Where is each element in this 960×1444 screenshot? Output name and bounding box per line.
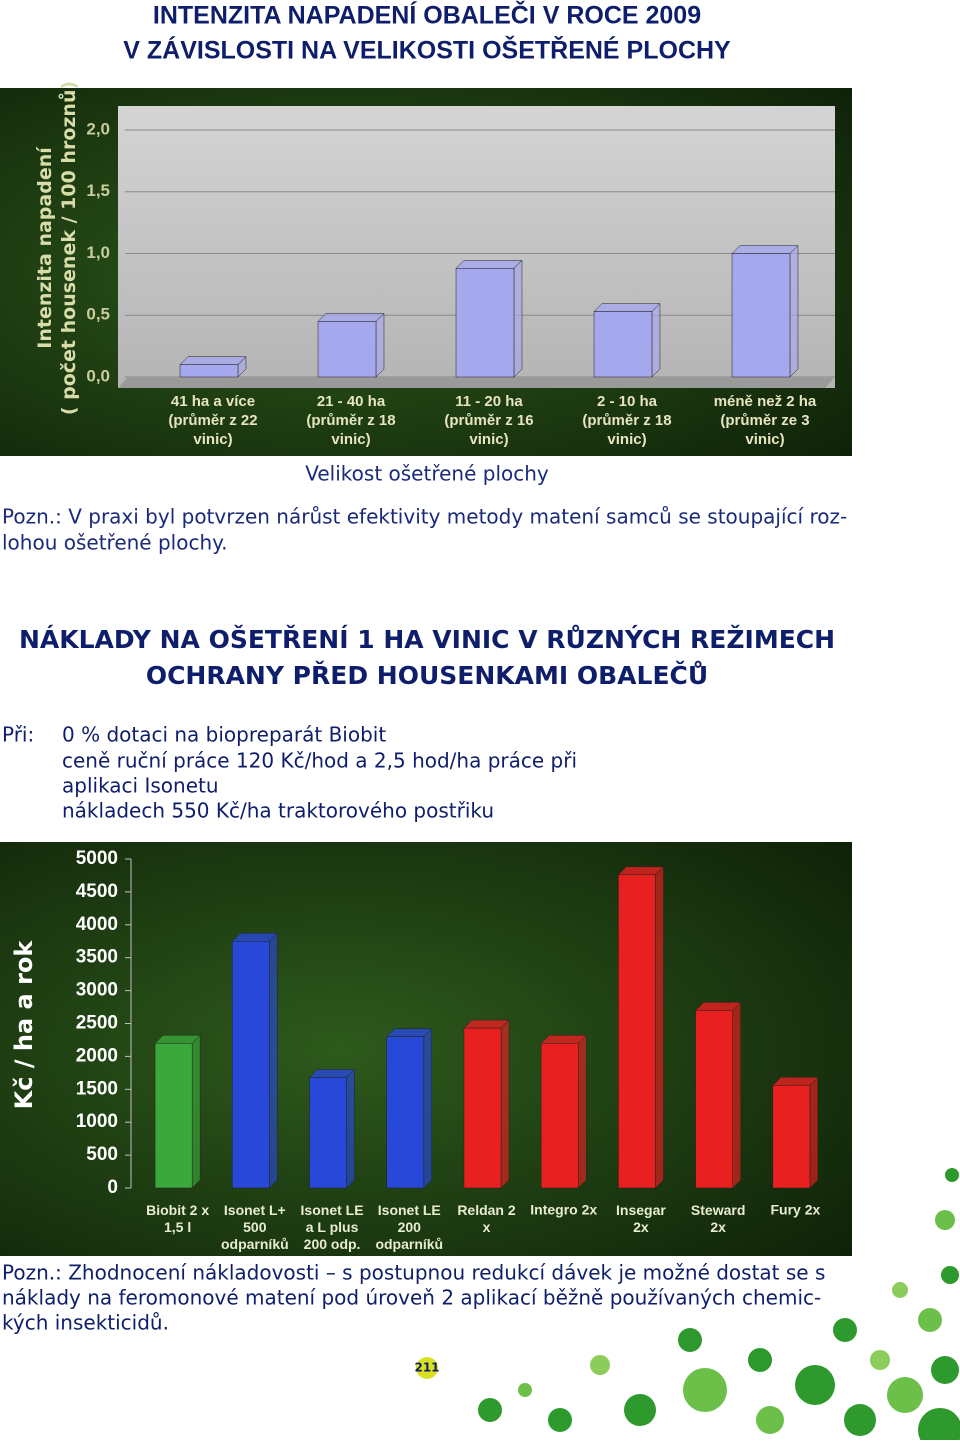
title-line: OCHRANY PŘED HOUSENKAMI OBALEČŮ [146, 660, 708, 690]
y-tick-label: 1,0 [86, 243, 110, 262]
x-tick-label: Isonet LE a L plus 200 odp. [301, 1202, 364, 1252]
bar [232, 941, 270, 1189]
bar-side [423, 1028, 433, 1189]
bar-side [375, 312, 385, 378]
note-line: lohou ošetřené plochy. [2, 531, 227, 555]
bar-top [617, 866, 665, 876]
y-tick-label: 1000 [76, 1111, 118, 1132]
x-tick-label: 11 - 20 ha (průměr z 16 vinic) [444, 393, 533, 448]
y-tick-label: 2000 [76, 1045, 118, 1066]
y-tick-label: 3000 [76, 980, 118, 1001]
bar-side [500, 1019, 510, 1189]
bar-side [651, 302, 661, 378]
bar-top [154, 1034, 201, 1044]
bar-top [455, 260, 523, 269]
bar-top [593, 303, 661, 312]
bar-side [269, 932, 278, 1189]
bar [455, 268, 515, 378]
condition: aplikaci Isonetu [62, 774, 219, 798]
bar-side [578, 1034, 587, 1189]
bar [179, 364, 239, 378]
x-tick-label: Biobit 2 x 1,5 l [146, 1202, 209, 1235]
y-tick-label: 2,0 [86, 119, 110, 138]
y-tick-label: 1500 [76, 1078, 118, 1099]
title-line: NÁKLADY NA OŠETŘENÍ 1 HA VINIC V RŮZNÝCH… [19, 624, 835, 654]
note-line: Pozn.: Zhodnocení nákladovosti – s postu… [2, 1261, 825, 1285]
bar-top [317, 313, 385, 322]
x-tick-label: Isonet LE 200 odparníků [375, 1202, 443, 1252]
bar-side [191, 1034, 201, 1189]
bar [731, 253, 791, 378]
bar-side [809, 1076, 819, 1189]
x-tick-label: Isonet L+ 500 odparníků [221, 1202, 289, 1252]
bar-top [386, 1028, 433, 1037]
y-tick-label: 3500 [76, 947, 118, 968]
bar-top [308, 1069, 356, 1078]
page-number-badge [416, 1357, 438, 1379]
bar-side [655, 866, 664, 1189]
title-line: V ZÁVISLOSTI NA VELIKOSTI OŠETŘENÉ PLOCH… [123, 35, 731, 65]
y-tick-label: 0,0 [86, 366, 110, 385]
title-line: INTENZITA NAPADENÍ OBALEČI V ROCE 2009 [153, 0, 701, 30]
condition: ceně ruční práce 120 Kč/hod a 2,5 hod/ha… [62, 749, 577, 773]
bar-top [231, 933, 278, 942]
y-tick-label: 4000 [76, 914, 118, 935]
x-tick-label: 2 - 10 ha (průměr z 18 vinic) [582, 393, 671, 448]
condition: 0 % dotaci na biopreparát Biobit [62, 723, 386, 747]
bar [154, 1042, 193, 1189]
y-tick-label: 500 [86, 1144, 118, 1165]
bar-side [732, 1001, 741, 1189]
x-tick-label: Fury 2x [770, 1202, 820, 1218]
bar-side [346, 1068, 355, 1189]
page-number: 211 [414, 1361, 439, 1375]
bar-top [540, 1034, 587, 1044]
y-tick-label: 1,5 [86, 181, 110, 200]
x-tick-label: méně než 2 ha (průměr ze 3 vinic) [714, 393, 817, 448]
note-line: kých insekticidů. [2, 1311, 169, 1335]
bar-top [731, 245, 799, 254]
bar [386, 1036, 425, 1189]
y-tick-label: 2500 [76, 1013, 118, 1034]
x-axis-title: Velikost ošetřené plochy [305, 462, 549, 486]
decoration [478, 1168, 960, 1444]
x-tick-label: Integro 2x [530, 1202, 597, 1218]
bar-top [695, 1002, 742, 1011]
bar-top [772, 1077, 819, 1086]
y-tick-label: 0 [107, 1177, 118, 1198]
bar [463, 1027, 502, 1189]
conditions-label: Při: [2, 723, 34, 747]
note-line: Pozn.: V praxi byl potvrzen nárůst efekt… [2, 505, 847, 529]
y-tick-label: 0,5 [86, 305, 110, 324]
bar-top [463, 1019, 510, 1029]
bar [695, 1010, 733, 1189]
x-tick-label: Steward 2x [691, 1202, 745, 1235]
bar-top [179, 356, 247, 365]
bar [593, 311, 653, 378]
bar [772, 1085, 811, 1189]
bar [618, 874, 656, 1189]
y-axis-title: Kč / ha a rok [10, 940, 38, 1110]
y-tick-label: 4500 [76, 881, 118, 902]
bar-side [789, 244, 799, 378]
bar-side [513, 259, 523, 378]
floor [118, 377, 835, 388]
bar [540, 1042, 579, 1189]
x-tick-label: 21 - 40 ha (průměr z 18 vinic) [306, 393, 395, 448]
condition: nákladech 550 Kč/ha traktorového postřik… [62, 799, 494, 823]
bar [317, 321, 377, 378]
y-axis-title: Intenzita napadení( počet housenek / 100… [34, 81, 80, 415]
bar [309, 1077, 347, 1189]
note-line: náklady na feromonové matení pod úroveň … [2, 1286, 821, 1310]
x-tick-label: Insegar 2x [616, 1202, 666, 1235]
y-tick-label: 5000 [76, 848, 118, 869]
x-tick-label: 41 ha a více (průměr z 22 vinic) [168, 393, 257, 448]
